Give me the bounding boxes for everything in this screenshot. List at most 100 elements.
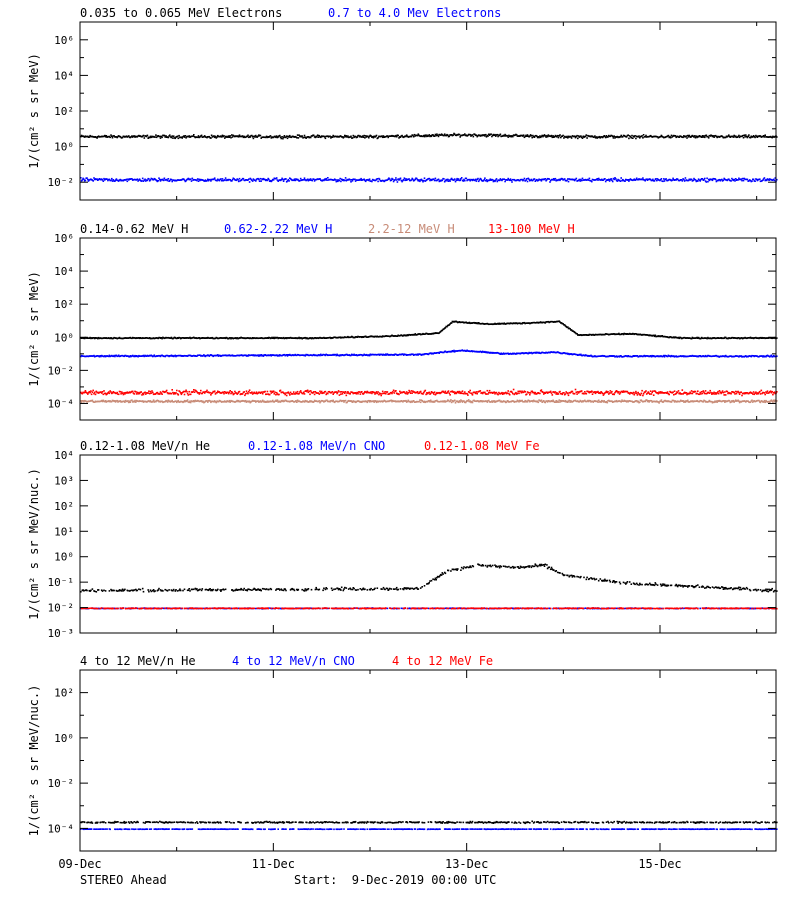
data-point [370,391,372,393]
data-point [337,391,339,394]
data-point [457,350,460,352]
data-point [488,133,490,136]
data-point [603,400,605,402]
data-point [111,177,113,180]
data-point [124,393,126,395]
data-point [551,136,554,139]
data-point [322,400,324,402]
data-point [275,136,277,139]
data-point [322,337,324,339]
data-point [299,177,302,180]
data-point [762,135,765,137]
data-point [707,401,709,403]
data-point [260,354,262,356]
data-point [111,180,114,182]
data-point [119,400,122,402]
data-point [460,400,463,402]
data-point [443,400,446,402]
data-point [339,177,341,180]
data-point [433,352,436,354]
data-point [702,401,705,403]
data-point [111,400,113,403]
data-point [165,390,167,393]
data-point [399,136,402,138]
data-point [763,337,766,339]
data-point [404,179,406,182]
data-point [687,399,689,402]
data-point [425,135,427,138]
data-point [308,401,310,403]
legend-entry: 0.035 to 0.065 MeV Electrons [80,6,282,20]
data-point [274,177,276,180]
data-point [354,178,356,181]
data-point [553,179,556,181]
data-point [257,400,259,402]
data-point [296,390,299,393]
data-point [401,134,403,137]
data-point [259,400,262,402]
data-point [454,180,457,183]
data-point [622,333,625,336]
data-point [354,401,357,404]
data-point [346,136,348,138]
data-point [741,177,744,180]
data-point [506,179,509,181]
data-point [503,178,506,180]
data-point [434,133,437,136]
data-point [533,136,536,138]
data-point [491,401,494,403]
data-point [192,390,194,393]
data-point [175,400,177,402]
data-point [448,324,451,326]
data-point [402,354,405,356]
data-point [483,134,485,136]
data-point [344,399,347,402]
data-point [433,179,436,182]
data-point [587,178,589,181]
data-point [341,393,344,395]
data-point [93,354,95,357]
data-point [133,393,135,395]
data-point [552,179,554,181]
data-point [396,335,399,337]
data-point [98,337,101,340]
data-point [599,137,602,139]
data-point [227,400,230,403]
data-point [548,178,550,180]
data-point [433,332,436,335]
data-point [200,134,203,137]
data-point [466,322,468,324]
data-point [207,401,209,403]
data-point [83,178,85,181]
data-point [203,135,206,137]
data-point [758,399,760,402]
data-point [674,400,677,402]
data-point [707,400,710,403]
data-point [642,137,644,139]
data-point [235,392,238,394]
data-point [285,136,287,138]
data-point [107,135,109,138]
data-point [370,335,372,337]
data-point [122,400,125,403]
data-point [155,134,157,136]
data-point [323,179,325,182]
data-point [201,392,204,395]
data-point [318,400,321,402]
data-point [688,134,691,137]
data-point [530,322,533,324]
data-point [647,400,650,402]
data-point [611,400,613,402]
data-point [438,352,441,354]
series-2-3 [80,399,778,404]
data-point [567,137,569,139]
data-point [681,180,684,182]
data-point [464,133,466,135]
data-point [306,353,309,356]
data-point [423,134,425,137]
data-point [394,400,396,402]
data-point [621,179,623,182]
data-point [543,400,545,402]
data-point [652,355,654,358]
